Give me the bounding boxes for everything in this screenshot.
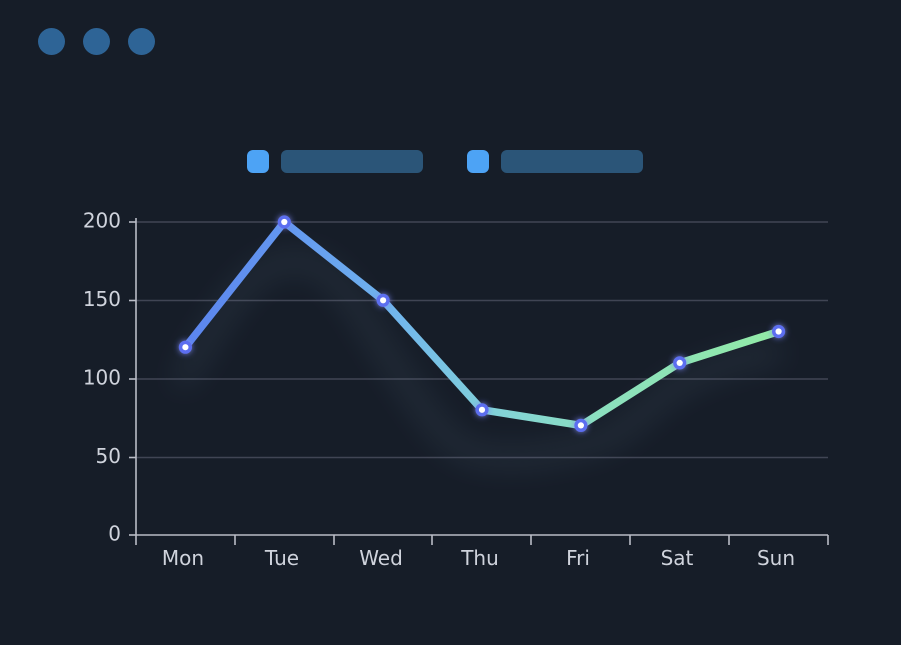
x-tick-label: Sun bbox=[757, 546, 795, 570]
x-tick-label: Mon bbox=[162, 546, 204, 570]
data-point-fri[interactable] bbox=[574, 418, 588, 432]
data-point-sat[interactable] bbox=[673, 356, 687, 370]
chart-data-points[interactable] bbox=[178, 215, 786, 432]
skeleton-dot-2 bbox=[83, 28, 110, 55]
y-tick-label: 200 bbox=[83, 209, 121, 233]
chart-line-glow bbox=[176, 254, 783, 464]
data-point-wed[interactable] bbox=[376, 293, 390, 307]
chart-axes bbox=[129, 218, 829, 545]
chart-series-line bbox=[181, 218, 783, 430]
legend-swatch-icon-2 bbox=[467, 150, 489, 173]
y-tick-label: 50 bbox=[96, 444, 121, 468]
skeleton-dot-3 bbox=[128, 28, 155, 55]
legend-swatch-icon-1 bbox=[247, 150, 269, 173]
legend-item-1[interactable] bbox=[247, 150, 423, 173]
chart-legend[interactable] bbox=[247, 150, 643, 173]
chart-x-axis-labels: Mon Tue Wed Thu Fri Sat Sun bbox=[162, 546, 795, 570]
skeleton-dot-1 bbox=[38, 28, 65, 55]
data-point-mon[interactable] bbox=[178, 340, 192, 354]
x-tick-label: Sat bbox=[661, 546, 694, 570]
skeleton-dots-group bbox=[38, 28, 155, 55]
data-point-tue[interactable] bbox=[277, 215, 291, 229]
y-tick-label: 0 bbox=[108, 522, 121, 546]
x-tick-label: Thu bbox=[460, 546, 499, 570]
data-point-sun[interactable] bbox=[772, 324, 786, 339]
x-tick-label: Tue bbox=[264, 546, 299, 570]
data-point-thu[interactable] bbox=[475, 403, 489, 417]
legend-item-2[interactable] bbox=[467, 150, 643, 173]
legend-label-placeholder-2 bbox=[501, 150, 643, 173]
chart-y-axis-labels: 200 150 100 50 0 bbox=[83, 209, 121, 546]
y-tick-label: 150 bbox=[83, 287, 121, 311]
legend-label-placeholder-1 bbox=[281, 150, 423, 173]
chart-gridlines bbox=[136, 221, 828, 459]
x-tick-label: Wed bbox=[359, 546, 403, 570]
x-tick-label: Fri bbox=[566, 546, 590, 570]
y-tick-label: 100 bbox=[83, 366, 121, 390]
